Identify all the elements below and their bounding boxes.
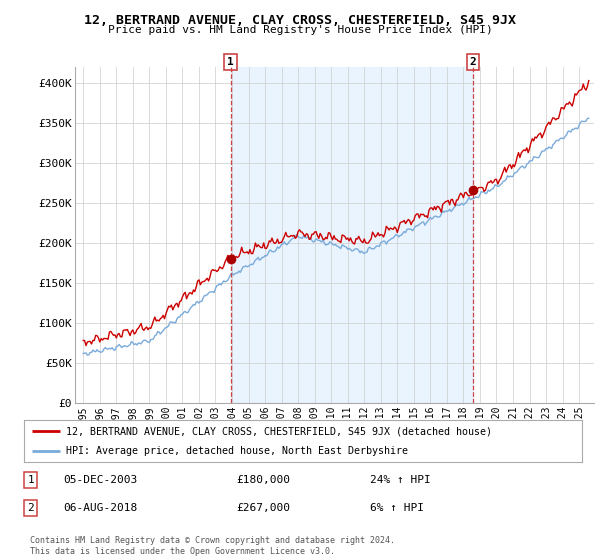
Text: £180,000: £180,000 [236, 475, 290, 484]
Text: HPI: Average price, detached house, North East Derbyshire: HPI: Average price, detached house, Nort… [66, 446, 408, 456]
Text: 05-DEC-2003: 05-DEC-2003 [63, 475, 137, 484]
Text: 24% ↑ HPI: 24% ↑ HPI [370, 475, 431, 484]
Text: 1: 1 [28, 475, 34, 484]
Text: 06-AUG-2018: 06-AUG-2018 [63, 503, 137, 513]
Text: 6% ↑ HPI: 6% ↑ HPI [370, 503, 424, 513]
Text: 1: 1 [227, 57, 234, 67]
Text: 12, BERTRAND AVENUE, CLAY CROSS, CHESTERFIELD, S45 9JX: 12, BERTRAND AVENUE, CLAY CROSS, CHESTER… [84, 14, 516, 27]
Text: 2: 2 [28, 503, 34, 513]
Bar [230, 67, 473, 403]
Text: 12, BERTRAND AVENUE, CLAY CROSS, CHESTERFIELD, S45 9JX (detached house): 12, BERTRAND AVENUE, CLAY CROSS, CHESTER… [66, 426, 492, 436]
Text: Price paid vs. HM Land Registry's House Price Index (HPI): Price paid vs. HM Land Registry's House … [107, 25, 493, 35]
Text: 2: 2 [470, 57, 476, 67]
Text: £267,000: £267,000 [236, 503, 290, 513]
Text: Contains HM Land Registry data © Crown copyright and database right 2024.
This d: Contains HM Land Registry data © Crown c… [30, 536, 395, 556]
